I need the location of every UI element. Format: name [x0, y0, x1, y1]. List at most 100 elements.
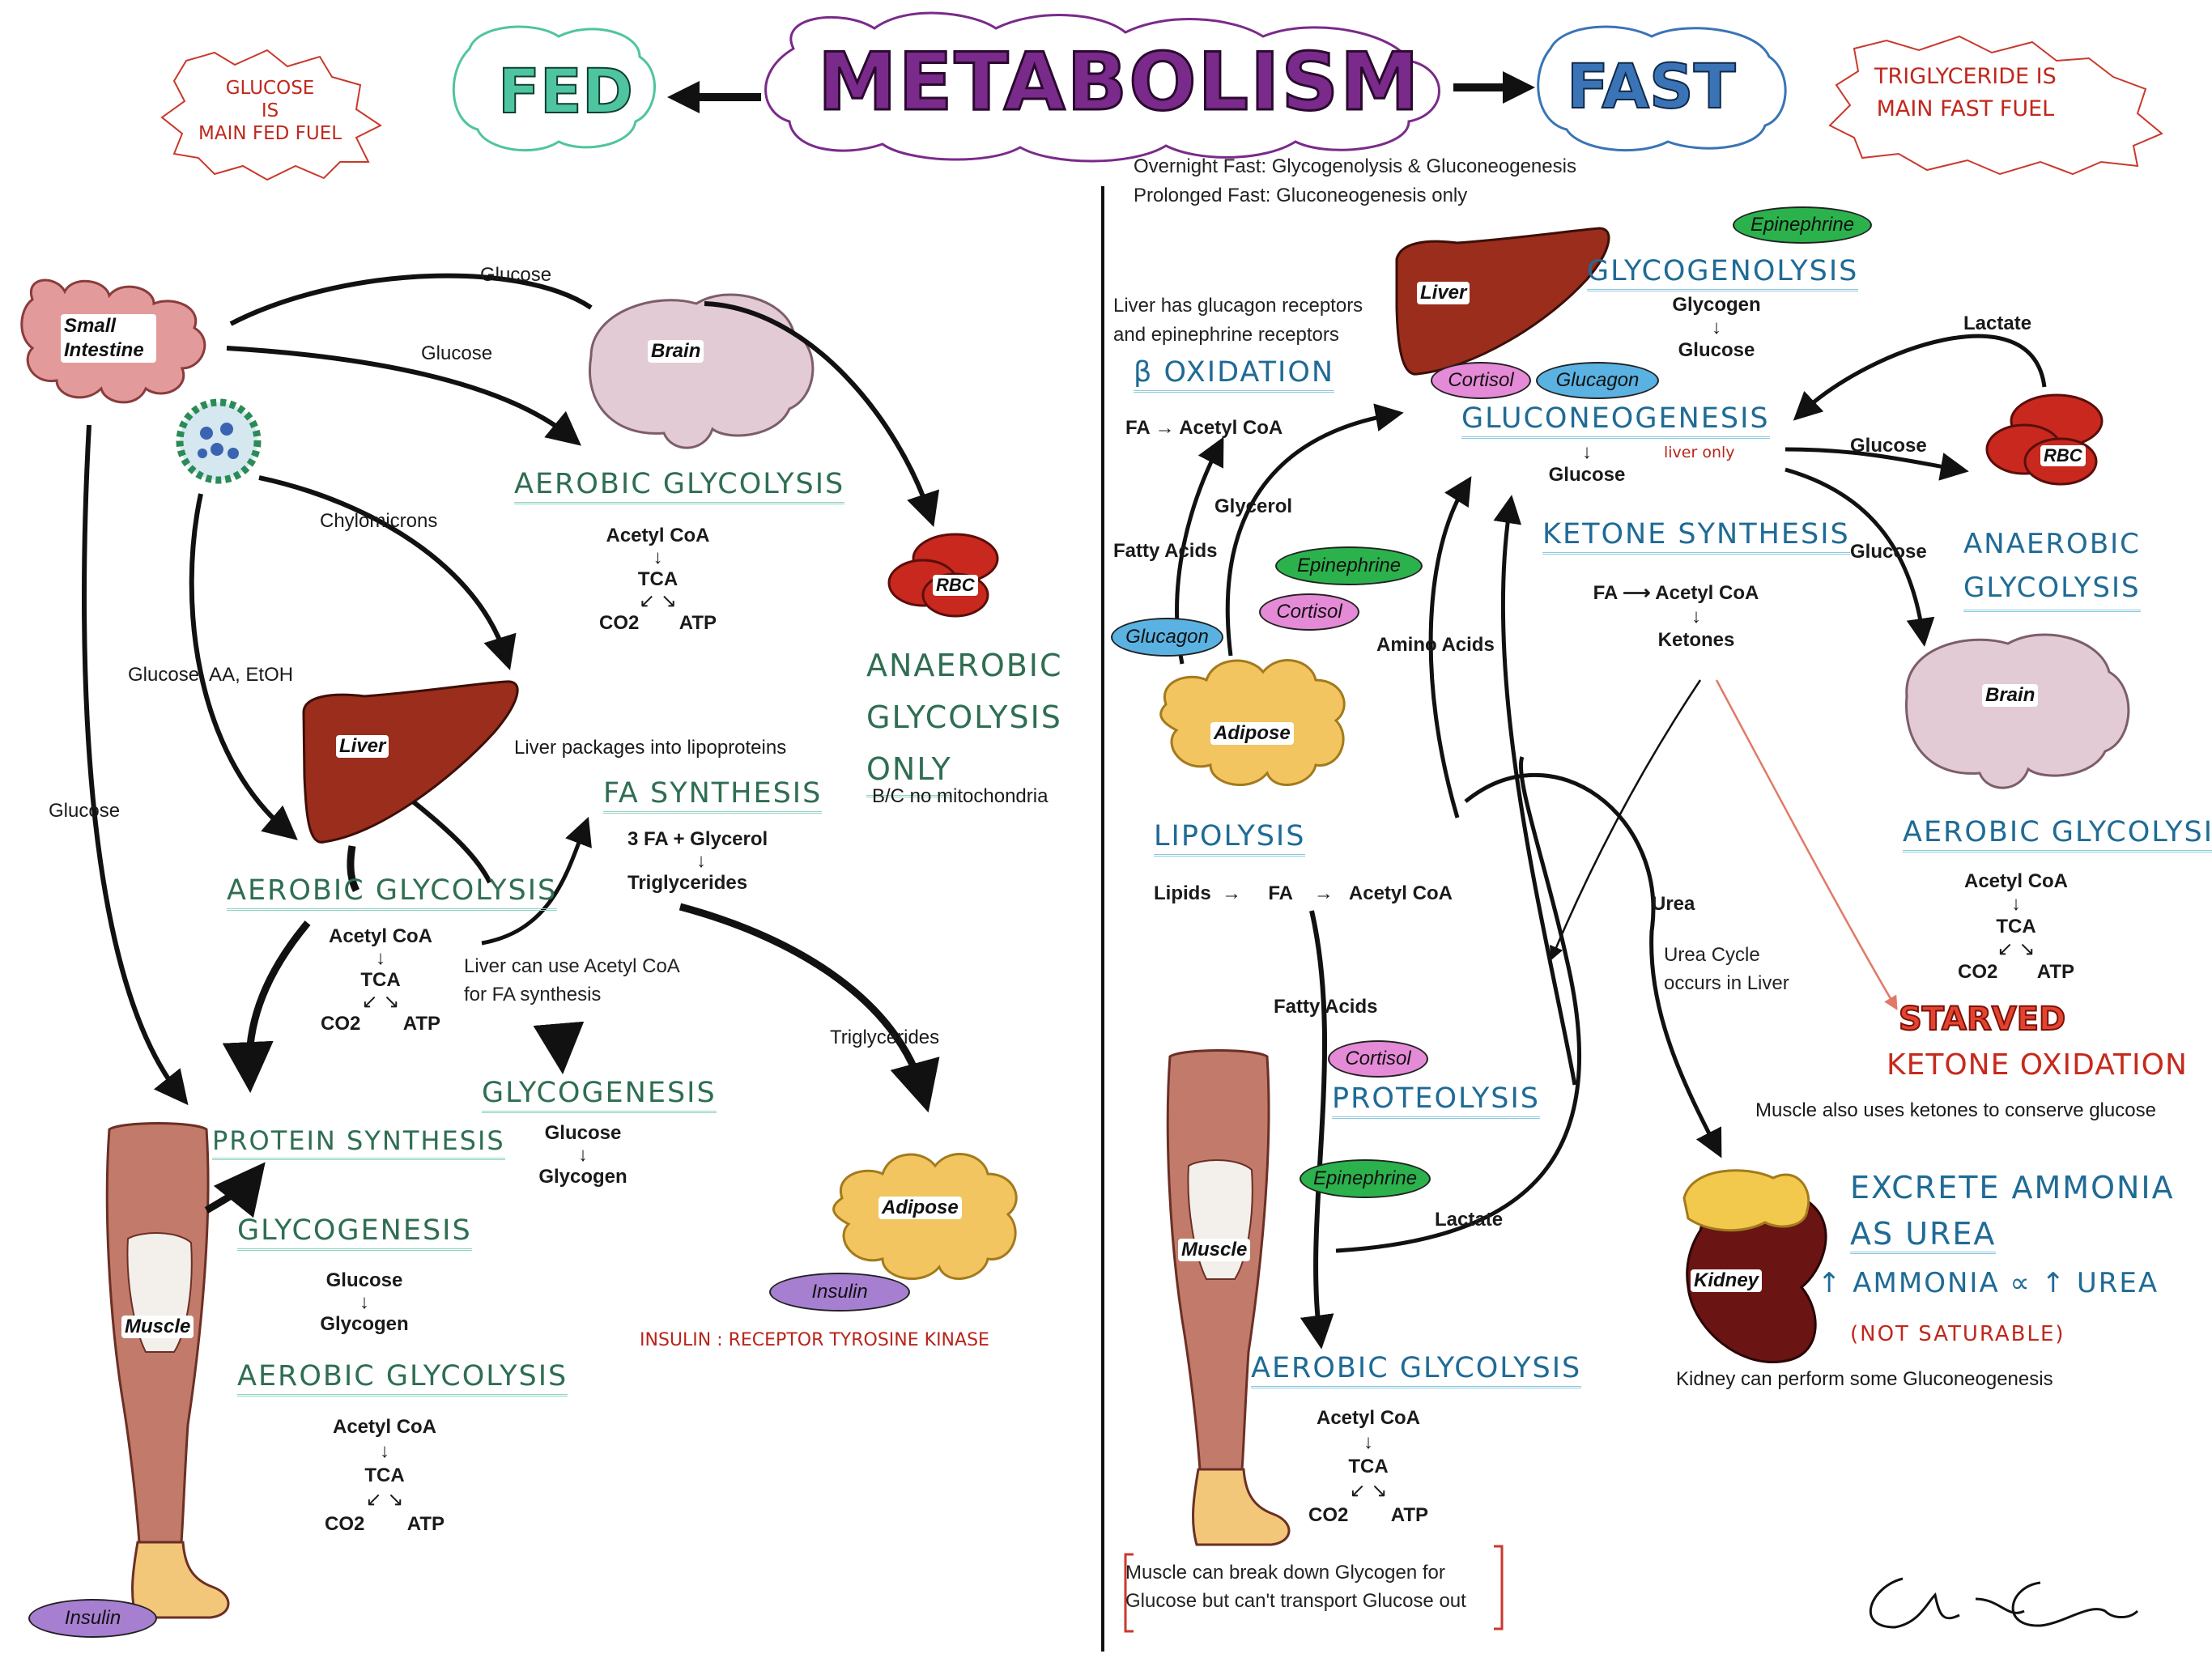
co2: CO2: [321, 1013, 361, 1035]
tca: TCA: [637, 568, 678, 590]
excrete-line-1: EXCRETE AMMONIA: [1850, 1170, 2175, 1205]
muscle-glycogen-note: Muscle can break down Glycogen for Gluco…: [1125, 1558, 1466, 1615]
brain-shape-fast: [1905, 633, 2130, 789]
pathway-muscle-aerobic-fed: Acetyl CoA ↓ TCA ↙ ↘ CO2 ATP: [320, 1415, 449, 1537]
split-arrows: ↙ ↘: [639, 590, 677, 612]
products: CO2 ATP: [1951, 961, 2081, 984]
arrow-liver-muscle: [222, 920, 311, 1094]
organ-label-muscle-fed: Muscle: [121, 1316, 194, 1338]
insulin-receptor-note: INSULIN : RECEPTOR TYROSINE KINASE: [640, 1330, 989, 1350]
glycogen: Glycogen: [320, 1313, 409, 1335]
insulin-badge-muscle: Insulin: [28, 1599, 157, 1638]
arrow-label-glucose-aa-etoh: Glucose, AA, EtOH: [128, 664, 294, 686]
fast-note-line-1: TRIGLYCERIDE IS: [1874, 64, 2057, 89]
heading-liver-aerobic: AEROBIC GLYCOLYSIS: [227, 874, 558, 911]
fast-note-line-2: MAIN FAST FUEL: [1876, 96, 2055, 121]
rbc-anaerobic-fast: ANAEROBIC GLYCOLYSIS: [1963, 522, 2141, 612]
rbc-anaerobic-line-1: ANAEROBIC: [866, 648, 1063, 683]
pathway-liver-aerobic: Acetyl CoA ↓ TCA ↙ ↘ CO2 ATP: [316, 925, 445, 1035]
organ-label-small-intestine: Small Intestine: [61, 314, 156, 363]
arrow-glucose-rbc: [1784, 447, 1969, 481]
fast-note: TRIGLYCERIDE IS MAIN FAST FUEL: [1874, 61, 2057, 125]
heading-gluconeogenesis: GLUCONEOGENESIS: [1461, 402, 1770, 439]
arrow-glucose-brain: [1784, 467, 1935, 647]
pathway-brain-aerobic-fast: Acetyl CoA ↓ TCA ↙ ↘ CO2 ATP: [1951, 870, 2081, 984]
down-arrow: ↓: [1582, 441, 1592, 463]
muscle-leg-fed: [105, 1122, 230, 1619]
arrow-label-amino-acids: Amino Acids: [1376, 634, 1495, 656]
kidney-shape: [1682, 1169, 1827, 1363]
heading-muscle-glycogenesis: GLYCOGENESIS: [237, 1214, 472, 1251]
organ-label-kidney: Kidney: [1691, 1269, 1763, 1292]
fed-note-line-1: GLUCOSE: [225, 78, 315, 99]
products: CO2 ATP: [316, 1013, 445, 1035]
down-arrow: ↓: [359, 1291, 369, 1313]
organ-label-liver-fed: Liver: [336, 735, 389, 758]
title-cloud: [764, 11, 1440, 163]
organ-label-rbc-fed: RBC: [933, 575, 978, 596]
pathway-ketone-synthesis: FA ⟶ Acetyl CoA ↓ Ketones: [1575, 581, 1777, 652]
down-arrow: ↓: [1363, 1431, 1373, 1453]
arrow-proteo-gluconeo: [1493, 495, 1577, 1086]
arrow-label-glucose-top: Glucose: [480, 264, 552, 286]
liver-acetyl-note: Liver can use Acetyl CoA for FA synthesi…: [464, 952, 680, 1009]
arrow-chylo-liver: [258, 475, 517, 671]
arrow-brain-rbc: [704, 301, 940, 527]
tca: TCA: [1996, 916, 2036, 937]
pathway-glycogenolysis: Glycogen ↓ Glucose: [1660, 294, 1773, 362]
down-arrow: ↓: [696, 850, 706, 872]
atp: ATP: [402, 1013, 440, 1035]
organ-label-muscle-fast: Muscle: [1178, 1239, 1251, 1261]
fed-note-line-2: IS: [261, 100, 279, 121]
arrow-intestine-muscle: [81, 424, 189, 1106]
glucose: Glucose: [544, 1122, 622, 1144]
arrow-label-urea: Urea: [1652, 893, 1695, 915]
glucose: Glucose: [1678, 339, 1755, 361]
down-arrow: ↓: [1712, 317, 1721, 338]
heading-beta-oxidation: β OXIDATION: [1134, 356, 1335, 393]
fast-label: FAST: [1566, 49, 1737, 123]
liver-only-tag: liver only: [1664, 444, 1735, 461]
arrow-acetyl-fa-synthesis: [481, 816, 592, 946]
heading-glycogenolysis: GLYCOGENOLYSIS: [1587, 255, 1859, 291]
down-arrow: ↓: [578, 1144, 588, 1166]
acetyl-coa: Acetyl CoA: [1316, 1407, 1421, 1429]
fed-cloud: [452, 25, 656, 152]
signature-scribble: [1870, 1577, 2139, 1629]
arrow-label-fatty-acids-top: Fatty Acids: [1113, 540, 1218, 562]
lipolysis-line: Lipids → FA → Acetyl CoA: [1154, 882, 1453, 904]
arrow-label-glucose-left: Glucose: [49, 800, 121, 822]
glycogen: Glycogen: [538, 1166, 627, 1188]
atp: ATP: [678, 612, 717, 634]
glucose: Glucose: [1548, 464, 1626, 486]
insulin-badge-adipose: Insulin: [769, 1273, 910, 1312]
muscle-leg-fast: [1166, 1049, 1291, 1546]
ketone-oxidation-label: KETONE OXIDATION: [1887, 1048, 2188, 1082]
organ-label-liver-fast: Liver: [1417, 282, 1470, 304]
down-arrow: ↓: [2011, 893, 2021, 915]
split-arrows: ↙ ↘: [1997, 938, 2035, 960]
starved-label: STARVED: [1898, 1000, 2066, 1039]
liver-shape-fast: [1395, 227, 1610, 376]
rbc-anaerobic-line-3: ONLY: [866, 743, 952, 797]
heading-brain-aerobic-fast: AEROBIC GLYCOLYSIS: [1903, 816, 2212, 852]
arrow-label-glucose-brain: Glucose: [1850, 541, 1927, 563]
urea-cycle-note-2: occurs in Liver: [1664, 972, 1789, 994]
atp: ATP: [1390, 1504, 1428, 1526]
pathway-muscle-aerobic-fast: Acetyl CoA ↓ TCA ↙ ↘ CO2 ATP: [1304, 1406, 1433, 1528]
rbc-anaerobic-fast-line-1: ANAEROBIC: [1963, 528, 2141, 560]
arrow-rbc-lactate: [1793, 334, 2047, 421]
heading-muscle-aerobic-fast: AEROBIC GLYCOLYSIS: [1251, 1352, 1582, 1388]
co2: CO2: [325, 1513, 365, 1535]
liver-shape-fed: [302, 680, 519, 844]
cortisol-badge-muscle: Cortisol: [1328, 1040, 1428, 1078]
epinephrine-badge-top: Epinephrine: [1733, 206, 1872, 244]
arrow-ketone-urea: [1549, 679, 1702, 961]
liver-receptor-note-1: Liver has glucagon receptors: [1113, 295, 1363, 317]
urea-cycle-note-1: Urea Cycle: [1664, 944, 1760, 966]
rbc-anaerobic-fast-line-2: GLYCOLYSIS: [1963, 566, 2141, 612]
muscle-note-bracket: [1124, 1545, 1504, 1633]
glucose: Glucose: [325, 1269, 403, 1291]
heading-protein-synthesis: PROTEIN SYNTHESIS: [212, 1125, 505, 1160]
fa-glycerol: 3 FA + Glycerol: [627, 828, 768, 850]
